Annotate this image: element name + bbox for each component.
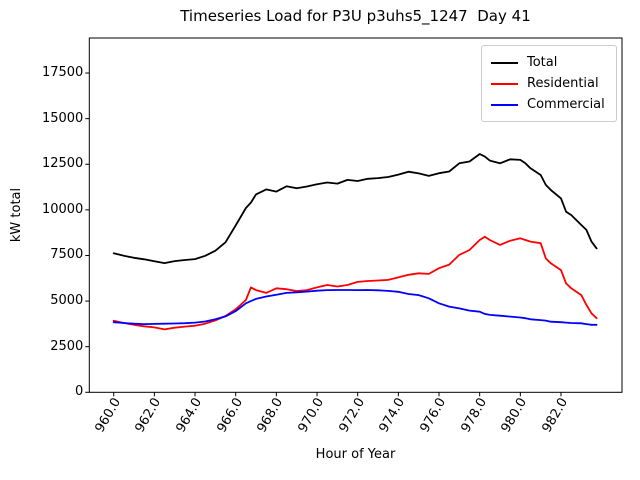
y-tick-label: 5000 bbox=[50, 293, 84, 309]
legend-entry: Residential bbox=[491, 73, 607, 94]
y-tick-label: 0 bbox=[75, 384, 84, 400]
legend-label: Commercial bbox=[527, 97, 605, 112]
legend-line-sample bbox=[491, 103, 518, 106]
y-tick-label: 2500 bbox=[50, 338, 84, 354]
series-line-commercial bbox=[112, 289, 598, 326]
legend-entry: Commercial bbox=[491, 94, 607, 115]
series-line-total bbox=[112, 153, 598, 265]
series-line-residential bbox=[112, 235, 598, 331]
legend-label: Residential bbox=[527, 76, 599, 91]
y-tick-label: 12500 bbox=[41, 156, 84, 172]
y-tick-label: 17500 bbox=[41, 65, 84, 81]
legend-label: Total bbox=[527, 55, 558, 70]
legend-line-sample bbox=[491, 82, 518, 85]
legend-entry: Total bbox=[491, 52, 607, 73]
chart-title: Timeseries Load for P3U p3uhs5_1247 Day … bbox=[180, 7, 531, 25]
y-tick-label: 10000 bbox=[41, 201, 84, 217]
plot-border bbox=[88, 37, 623, 393]
x-axis-label: Hour of Year bbox=[315, 447, 396, 462]
legend: Total Residential Commercial bbox=[481, 45, 617, 122]
y-axis-label: kW total bbox=[9, 187, 24, 243]
legend-line-sample bbox=[491, 61, 518, 64]
y-tick-label: 15000 bbox=[41, 110, 84, 126]
y-tick-label: 7500 bbox=[50, 247, 84, 263]
